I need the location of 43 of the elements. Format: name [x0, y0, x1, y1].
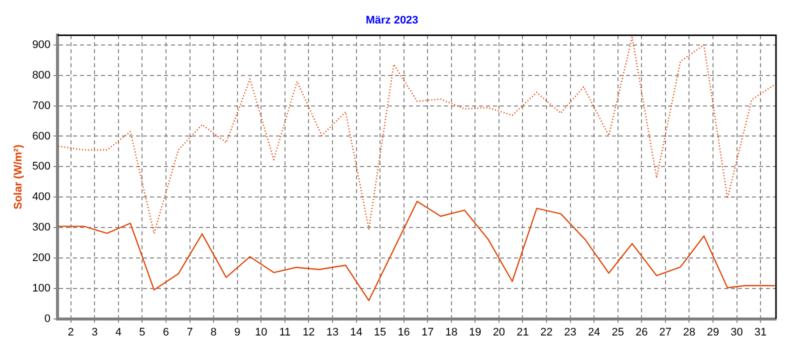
y-tick-label: 700	[32, 100, 51, 112]
y-tick-label: 800	[32, 69, 51, 82]
x-tick-label: 3	[92, 326, 98, 338]
x-tick-label: 27	[659, 326, 672, 338]
x-tick-label: 2	[68, 326, 74, 338]
x-tick-label: 8	[210, 326, 217, 338]
x-tick-label: 30	[730, 326, 743, 338]
y-tick-label: 100	[32, 282, 51, 294]
x-tick-label: 16	[398, 326, 410, 338]
x-tick-label: 17	[421, 326, 434, 338]
x-tick-label: 7	[186, 326, 193, 338]
y-tick-label: 400	[32, 191, 51, 204]
x-tick-label: 4	[115, 326, 122, 338]
x-tick-label: 24	[588, 326, 600, 338]
x-tick-label: 14	[350, 326, 362, 338]
x-tick-label: 13	[326, 326, 339, 338]
x-tick-label: 9	[234, 326, 240, 338]
y-tick-label: 600	[32, 130, 51, 142]
x-tick-label: 11	[279, 326, 291, 338]
y-tick-label: 900	[32, 38, 51, 51]
line-series	[58, 36, 776, 234]
y-axis-title: Solar (W/m²)	[12, 144, 25, 210]
x-tick-label: 31	[754, 326, 767, 338]
x-tick-label: 19	[469, 326, 482, 338]
x-tick-label: 12	[302, 326, 315, 338]
y-tick-label: 200	[32, 252, 51, 264]
y-tick-label: 300	[32, 222, 51, 234]
x-tick-label: 20	[492, 326, 506, 338]
x-tick-label: 25	[612, 326, 624, 338]
x-tick-label: 21	[516, 326, 529, 338]
x-tick-label: 29	[706, 326, 720, 338]
x-tick-label: 6	[162, 326, 170, 338]
x-tick-label: 28	[683, 326, 696, 338]
x-tick-label: 18	[445, 326, 458, 338]
x-tick-label: 22	[540, 326, 553, 338]
y-tick-label: 0	[44, 312, 51, 325]
x-tick-label: 5	[139, 326, 146, 338]
x-tick-label: 23	[564, 326, 576, 338]
y-tick-label: 500	[32, 160, 51, 173]
x-tick-label: 10	[255, 326, 268, 338]
x-tick-label: 15	[374, 326, 386, 338]
chart-title: März 2023	[366, 14, 418, 27]
x-tick-label: 26	[636, 326, 648, 338]
